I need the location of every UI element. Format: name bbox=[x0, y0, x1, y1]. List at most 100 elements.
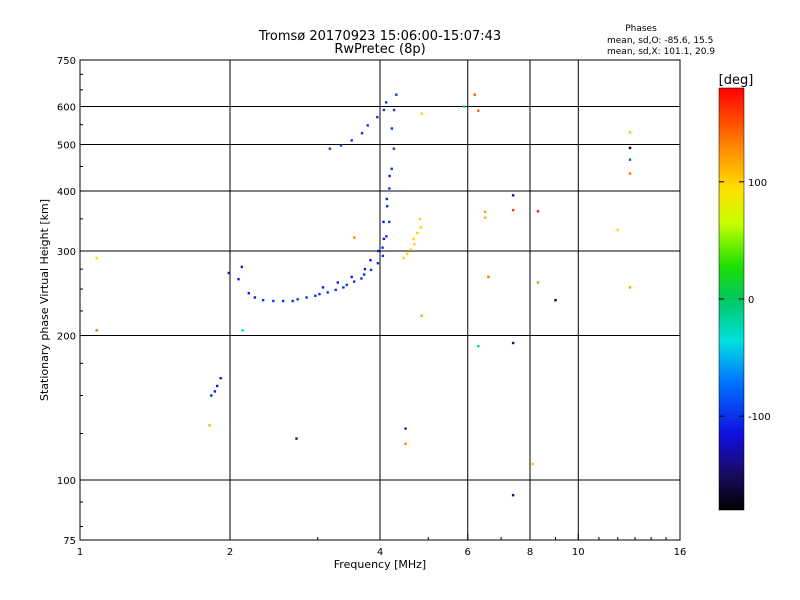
data-point bbox=[261, 299, 265, 302]
data-point bbox=[511, 494, 515, 497]
data-point bbox=[418, 217, 422, 221]
data-point bbox=[483, 216, 487, 219]
data-point bbox=[95, 329, 98, 332]
data-point bbox=[531, 462, 534, 466]
y-tick-label: 400 bbox=[57, 187, 76, 198]
data-point bbox=[328, 147, 332, 150]
x-tick-label: 1 bbox=[77, 547, 83, 558]
x-tick-label: 2 bbox=[227, 547, 233, 558]
data-point bbox=[247, 292, 250, 295]
data-point bbox=[219, 377, 222, 380]
data-point bbox=[291, 299, 294, 303]
data-point bbox=[305, 296, 308, 299]
series-low-frequency-echoes bbox=[210, 265, 257, 397]
data-point bbox=[402, 256, 405, 260]
data-point bbox=[342, 286, 345, 289]
y-tick-label: 750 bbox=[57, 56, 76, 67]
stats-x-mode: mean, sd,X: 101.1, 20.9 bbox=[607, 47, 715, 57]
data-point bbox=[295, 437, 298, 440]
data-point bbox=[477, 109, 480, 112]
data-point bbox=[616, 228, 619, 232]
data-point bbox=[536, 210, 540, 213]
data-point bbox=[385, 235, 388, 238]
data-point bbox=[628, 286, 632, 289]
data-point bbox=[377, 249, 380, 253]
colorbar-ticks: 100 0 -100 bbox=[719, 178, 771, 423]
data-point bbox=[360, 277, 363, 280]
y-tick-label: 200 bbox=[57, 332, 76, 343]
data-point bbox=[420, 314, 423, 317]
data-point bbox=[334, 288, 337, 292]
colorbar-tick-label: 100 bbox=[748, 178, 767, 189]
data-point bbox=[392, 147, 396, 150]
data-point bbox=[395, 93, 398, 96]
data-point bbox=[382, 237, 386, 241]
data-point bbox=[213, 390, 217, 393]
data-point bbox=[628, 158, 632, 161]
data-point bbox=[272, 299, 275, 303]
x-tick-label: 10 bbox=[572, 547, 585, 558]
data-point bbox=[282, 299, 285, 303]
x-tick-label: 16 bbox=[674, 547, 687, 558]
data-point bbox=[336, 281, 339, 284]
stats-o-mode: mean, sd,O: -85.6, 15.5 bbox=[607, 36, 713, 46]
chart-title: Tromsø 20170923 15:06:00-15:07:43 bbox=[258, 29, 501, 44]
data-point bbox=[318, 292, 321, 296]
data-point bbox=[419, 226, 422, 229]
data-point bbox=[253, 296, 257, 299]
data-point bbox=[326, 291, 329, 294]
data-point bbox=[382, 108, 386, 112]
x-tick-label: 8 bbox=[527, 547, 533, 558]
data-point bbox=[628, 146, 632, 150]
data-point bbox=[369, 268, 373, 272]
data-point bbox=[385, 101, 388, 104]
series-o-mode-trace-low-branch- bbox=[261, 93, 398, 303]
series-o-mode-oblique-trace bbox=[328, 101, 388, 150]
data-point bbox=[388, 187, 391, 190]
data-point bbox=[353, 280, 356, 283]
data-point bbox=[536, 281, 540, 284]
data-point bbox=[350, 275, 353, 279]
chart-subtitle: RwPretec (8p) bbox=[334, 42, 425, 57]
data-point bbox=[390, 167, 393, 170]
data-point bbox=[296, 298, 299, 301]
data-point bbox=[208, 424, 211, 427]
data-point bbox=[554, 299, 557, 302]
data-point bbox=[241, 329, 244, 332]
data-point bbox=[363, 267, 367, 271]
data-point bbox=[237, 278, 240, 281]
data-point bbox=[369, 259, 372, 262]
data-point bbox=[473, 93, 476, 96]
data-point bbox=[240, 265, 243, 269]
y-tick-label: 600 bbox=[57, 103, 76, 114]
x-axis: 1 2 4 6 8 10 16 bbox=[77, 534, 687, 558]
data-point bbox=[386, 205, 389, 208]
data-point bbox=[353, 236, 356, 239]
data-point bbox=[321, 286, 325, 289]
data-point bbox=[381, 254, 385, 258]
colorbar-tick-label: 0 bbox=[748, 295, 754, 306]
data-point bbox=[227, 271, 230, 275]
series-scattered-echoes bbox=[95, 93, 632, 497]
data-point bbox=[409, 248, 412, 251]
data-point bbox=[392, 108, 396, 112]
data-point bbox=[376, 262, 380, 265]
data-point bbox=[339, 144, 343, 147]
data-point bbox=[360, 132, 364, 135]
data-point bbox=[511, 194, 515, 197]
data-point bbox=[404, 442, 407, 445]
plot-grid bbox=[80, 60, 680, 540]
data-point bbox=[406, 252, 409, 255]
data-point bbox=[628, 172, 632, 175]
data-point bbox=[350, 139, 353, 142]
data-point bbox=[477, 345, 480, 348]
data-point bbox=[210, 394, 213, 397]
data-point bbox=[420, 112, 423, 115]
y-axis: 75 100 200 300 400 500 600 750 bbox=[57, 56, 86, 547]
data-point bbox=[366, 124, 369, 127]
data-point bbox=[390, 127, 394, 130]
data-point bbox=[511, 208, 515, 212]
y-tick-label: 100 bbox=[57, 476, 76, 487]
y-tick-label: 75 bbox=[63, 536, 76, 547]
